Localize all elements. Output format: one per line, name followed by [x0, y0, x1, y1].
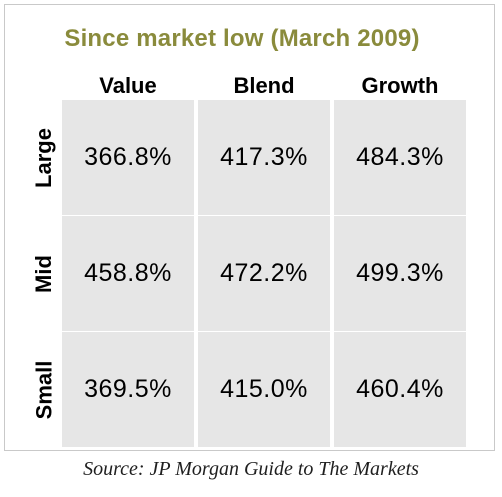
cell-mid-growth: 499.3%: [334, 216, 466, 331]
chart-frame: Since market low (March 2009) Value Blen…: [4, 4, 495, 451]
cell-large-value: 366.8%: [62, 100, 194, 215]
cell-mid-blend: 472.2%: [198, 216, 330, 331]
cell-small-blend: 415.0%: [198, 332, 330, 447]
row-label-large: Large: [31, 127, 57, 188]
row-label-small: Small: [31, 360, 57, 419]
row-header-large: Large: [26, 100, 62, 215]
row-header-mid: Mid: [26, 216, 62, 331]
cell-mid-value: 458.8%: [62, 216, 194, 331]
cell-large-growth: 484.3%: [334, 100, 466, 215]
cell-large-blend: 417.3%: [198, 100, 330, 215]
row-label-mid: Mid: [31, 254, 57, 293]
column-header-blend: Blend: [233, 73, 295, 98]
row-header-small: Small: [26, 332, 62, 447]
column-header-value: Value: [99, 73, 157, 98]
column-header-growth: Growth: [361, 73, 439, 98]
cell-small-value: 369.5%: [62, 332, 194, 447]
chart-title: Since market low (March 2009): [64, 25, 420, 52]
source-note: Source: JP Morgan Guide to The Markets: [83, 458, 419, 480]
cell-small-growth: 460.4%: [334, 332, 466, 447]
